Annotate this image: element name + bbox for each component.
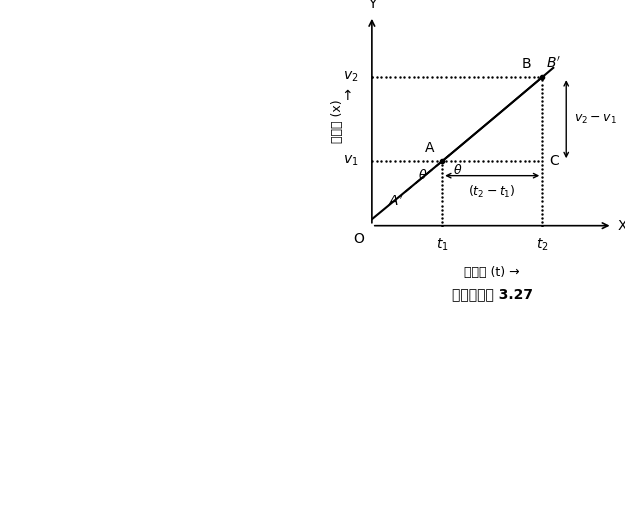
Text: $v_2$: $v_2$ [344, 70, 359, 84]
Text: $v_2-v_1$: $v_2-v_1$ [574, 113, 616, 126]
Text: Y: Y [368, 0, 376, 11]
Text: ↑: ↑ [341, 89, 352, 102]
Text: $t_2$: $t_2$ [536, 237, 549, 253]
Text: B: B [521, 57, 531, 71]
Text: $(t_2-t_1)$: $(t_2-t_1)$ [468, 184, 516, 200]
Text: $v_1$: $v_1$ [344, 154, 359, 168]
Text: X: X [618, 219, 625, 233]
Text: वेग (x): वेग (x) [331, 99, 344, 143]
Text: चित्र 3.27: चित्र 3.27 [452, 287, 532, 301]
Text: O: O [354, 232, 364, 246]
Text: $B'$: $B'$ [546, 56, 561, 71]
Text: $t_1$: $t_1$ [436, 237, 449, 253]
Text: समय (t) →: समय (t) → [464, 266, 520, 278]
Text: $\theta$: $\theta$ [418, 168, 428, 182]
Text: $A'$: $A'$ [388, 193, 403, 209]
Text: C: C [549, 154, 559, 168]
Text: A: A [425, 141, 435, 155]
Text: $\theta$: $\theta$ [453, 163, 462, 177]
